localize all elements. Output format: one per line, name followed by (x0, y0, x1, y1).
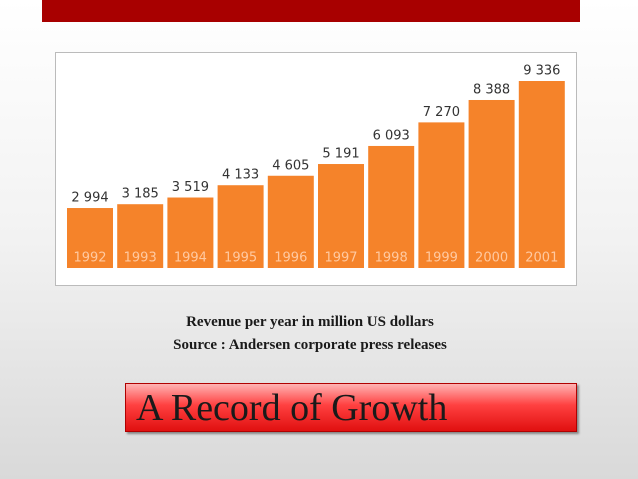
value-label: 2 994 (71, 191, 108, 206)
value-label: 7 270 (423, 105, 460, 120)
bar (217, 185, 264, 268)
bar (418, 122, 465, 269)
chart-title: A Record of Growth (136, 387, 448, 429)
value-label: 3 185 (122, 187, 159, 202)
bar (167, 197, 214, 268)
bar (117, 204, 164, 268)
bar (318, 164, 364, 268)
chart: 2 994 1992 3 185 1993 3 519 1994 4 133 1995 4 60… (67, 64, 565, 269)
value-label: 4 133 (222, 168, 259, 183)
bar (368, 145, 415, 268)
title-box: A Record of Growth (125, 383, 577, 432)
x-tick-label: 2000 (475, 251, 508, 266)
value-label: 5 191 (322, 147, 359, 162)
x-tick-label: 1992 (73, 251, 106, 266)
x-tick-label: 1999 (425, 251, 458, 266)
value-label: 4 605 (272, 158, 309, 173)
value-label: 8 388 (473, 82, 510, 97)
x-tick-label: 1994 (174, 251, 207, 266)
x-tick-label: 1998 (375, 251, 408, 266)
x-tick-label: 1997 (324, 251, 357, 266)
x-tick-label: 2001 (525, 251, 558, 266)
top-bar (42, 0, 580, 22)
bar (468, 99, 515, 268)
bar (518, 81, 565, 268)
chart-panel: 2 994 1992 3 185 1993 3 519 1994 4 133 1995 4 60… (55, 52, 577, 286)
bar (267, 175, 314, 268)
caption: Source : Andersen corporate press releas… (173, 337, 447, 353)
caption: Revenue per year in million US dollars (186, 314, 434, 330)
x-tick-label: 1995 (224, 251, 257, 266)
value-label: 6 093 (373, 128, 410, 143)
value-label: 3 519 (172, 180, 209, 195)
x-tick-label: 1996 (274, 251, 307, 266)
x-tick-label: 1993 (124, 251, 157, 266)
bar (67, 208, 113, 268)
value-label: 9 336 (523, 64, 560, 79)
